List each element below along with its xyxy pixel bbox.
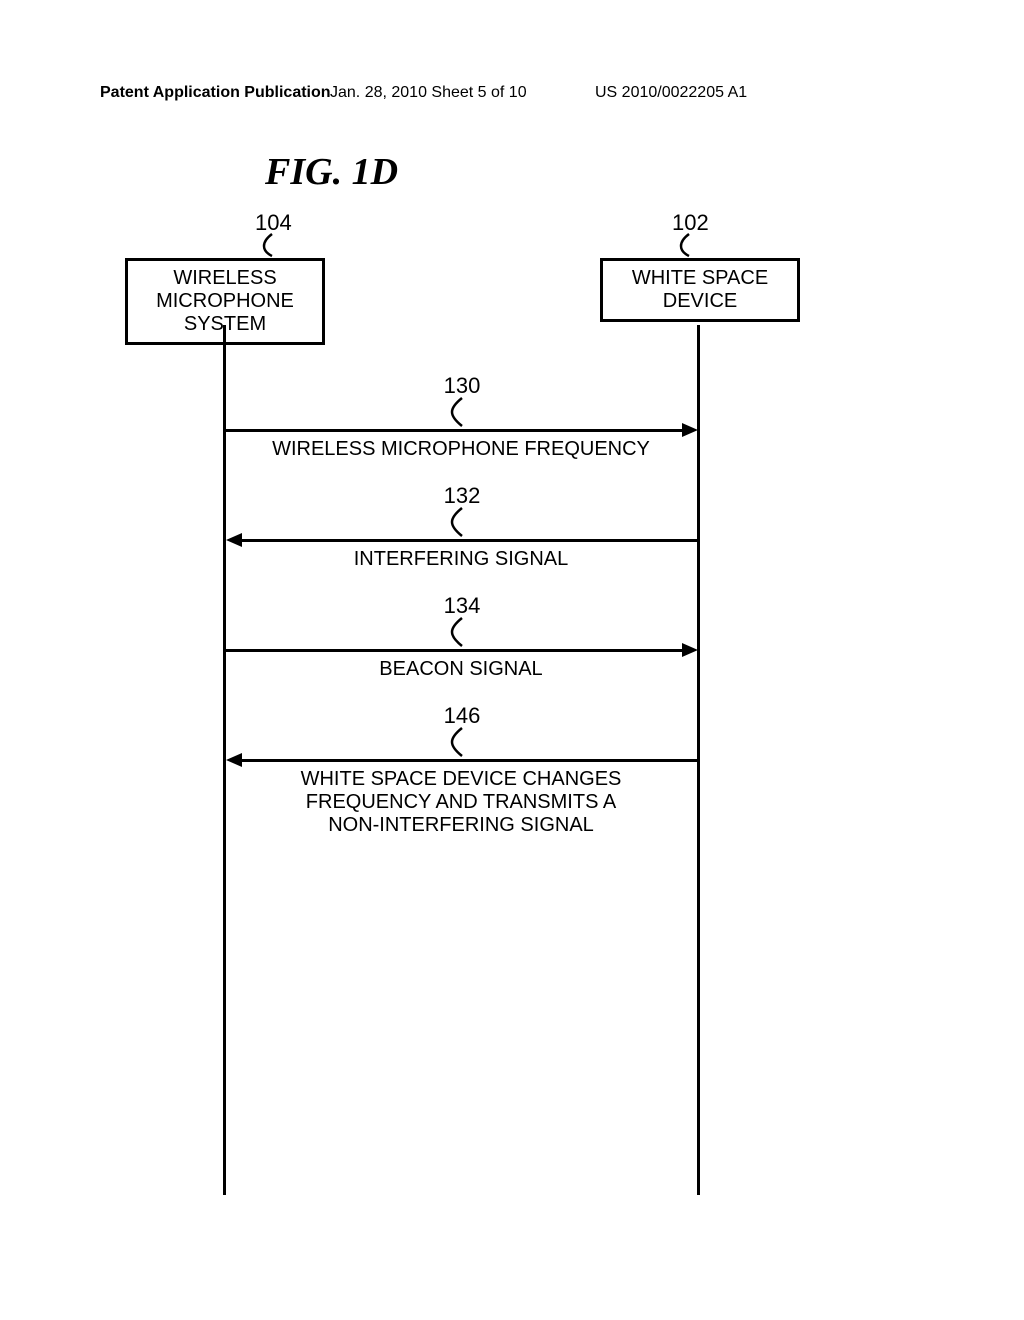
- actor-white-space-device: WHITE SPACE DEVICE: [600, 258, 800, 322]
- msg4-arrow: [240, 759, 698, 762]
- msg1-arrow: [226, 429, 684, 432]
- header-publication: Patent Application Publication: [100, 84, 331, 102]
- ref-hook-icon: [448, 616, 466, 648]
- figure-title: FIG. 1D: [265, 150, 398, 194]
- msg1-label: WIRELESS MICROPHONE FREQUENCY: [226, 438, 696, 461]
- header-date-sheet: Jan. 28, 2010 Sheet 5 of 10: [330, 84, 527, 102]
- msg4-l1: WHITE SPACE DEVICE CHANGES: [226, 768, 696, 791]
- msg2-arrow: [240, 539, 698, 542]
- msg2-label: INTERFERING SIGNAL: [226, 548, 696, 571]
- msg4-label: WHITE SPACE DEVICE CHANGES FREQUENCY AND…: [226, 768, 696, 837]
- msg3-label: BEACON SIGNAL: [226, 658, 696, 681]
- actor-label-line2: DEVICE: [607, 290, 793, 313]
- ref-hook-icon: [448, 506, 466, 538]
- ref-hook-icon: [448, 396, 466, 428]
- ref-hook-icon: [675, 232, 693, 258]
- ref-hook-icon: [448, 726, 466, 758]
- arrow-right-icon: [682, 643, 698, 657]
- msg4-l2: FREQUENCY AND TRANSMITS A: [226, 791, 696, 814]
- msg3-arrow: [226, 649, 684, 652]
- header-pubnum: US 2010/0022205 A1: [595, 84, 747, 102]
- arrow-right-icon: [682, 423, 698, 437]
- actor-label-line1: WIRELESS: [132, 267, 318, 290]
- ref-hook-icon: [258, 232, 276, 258]
- msg4-l3: NON-INTERFERING SIGNAL: [226, 814, 696, 837]
- actor-label-line1: WHITE SPACE: [607, 267, 793, 290]
- arrow-left-icon: [226, 753, 242, 767]
- arrow-left-icon: [226, 533, 242, 547]
